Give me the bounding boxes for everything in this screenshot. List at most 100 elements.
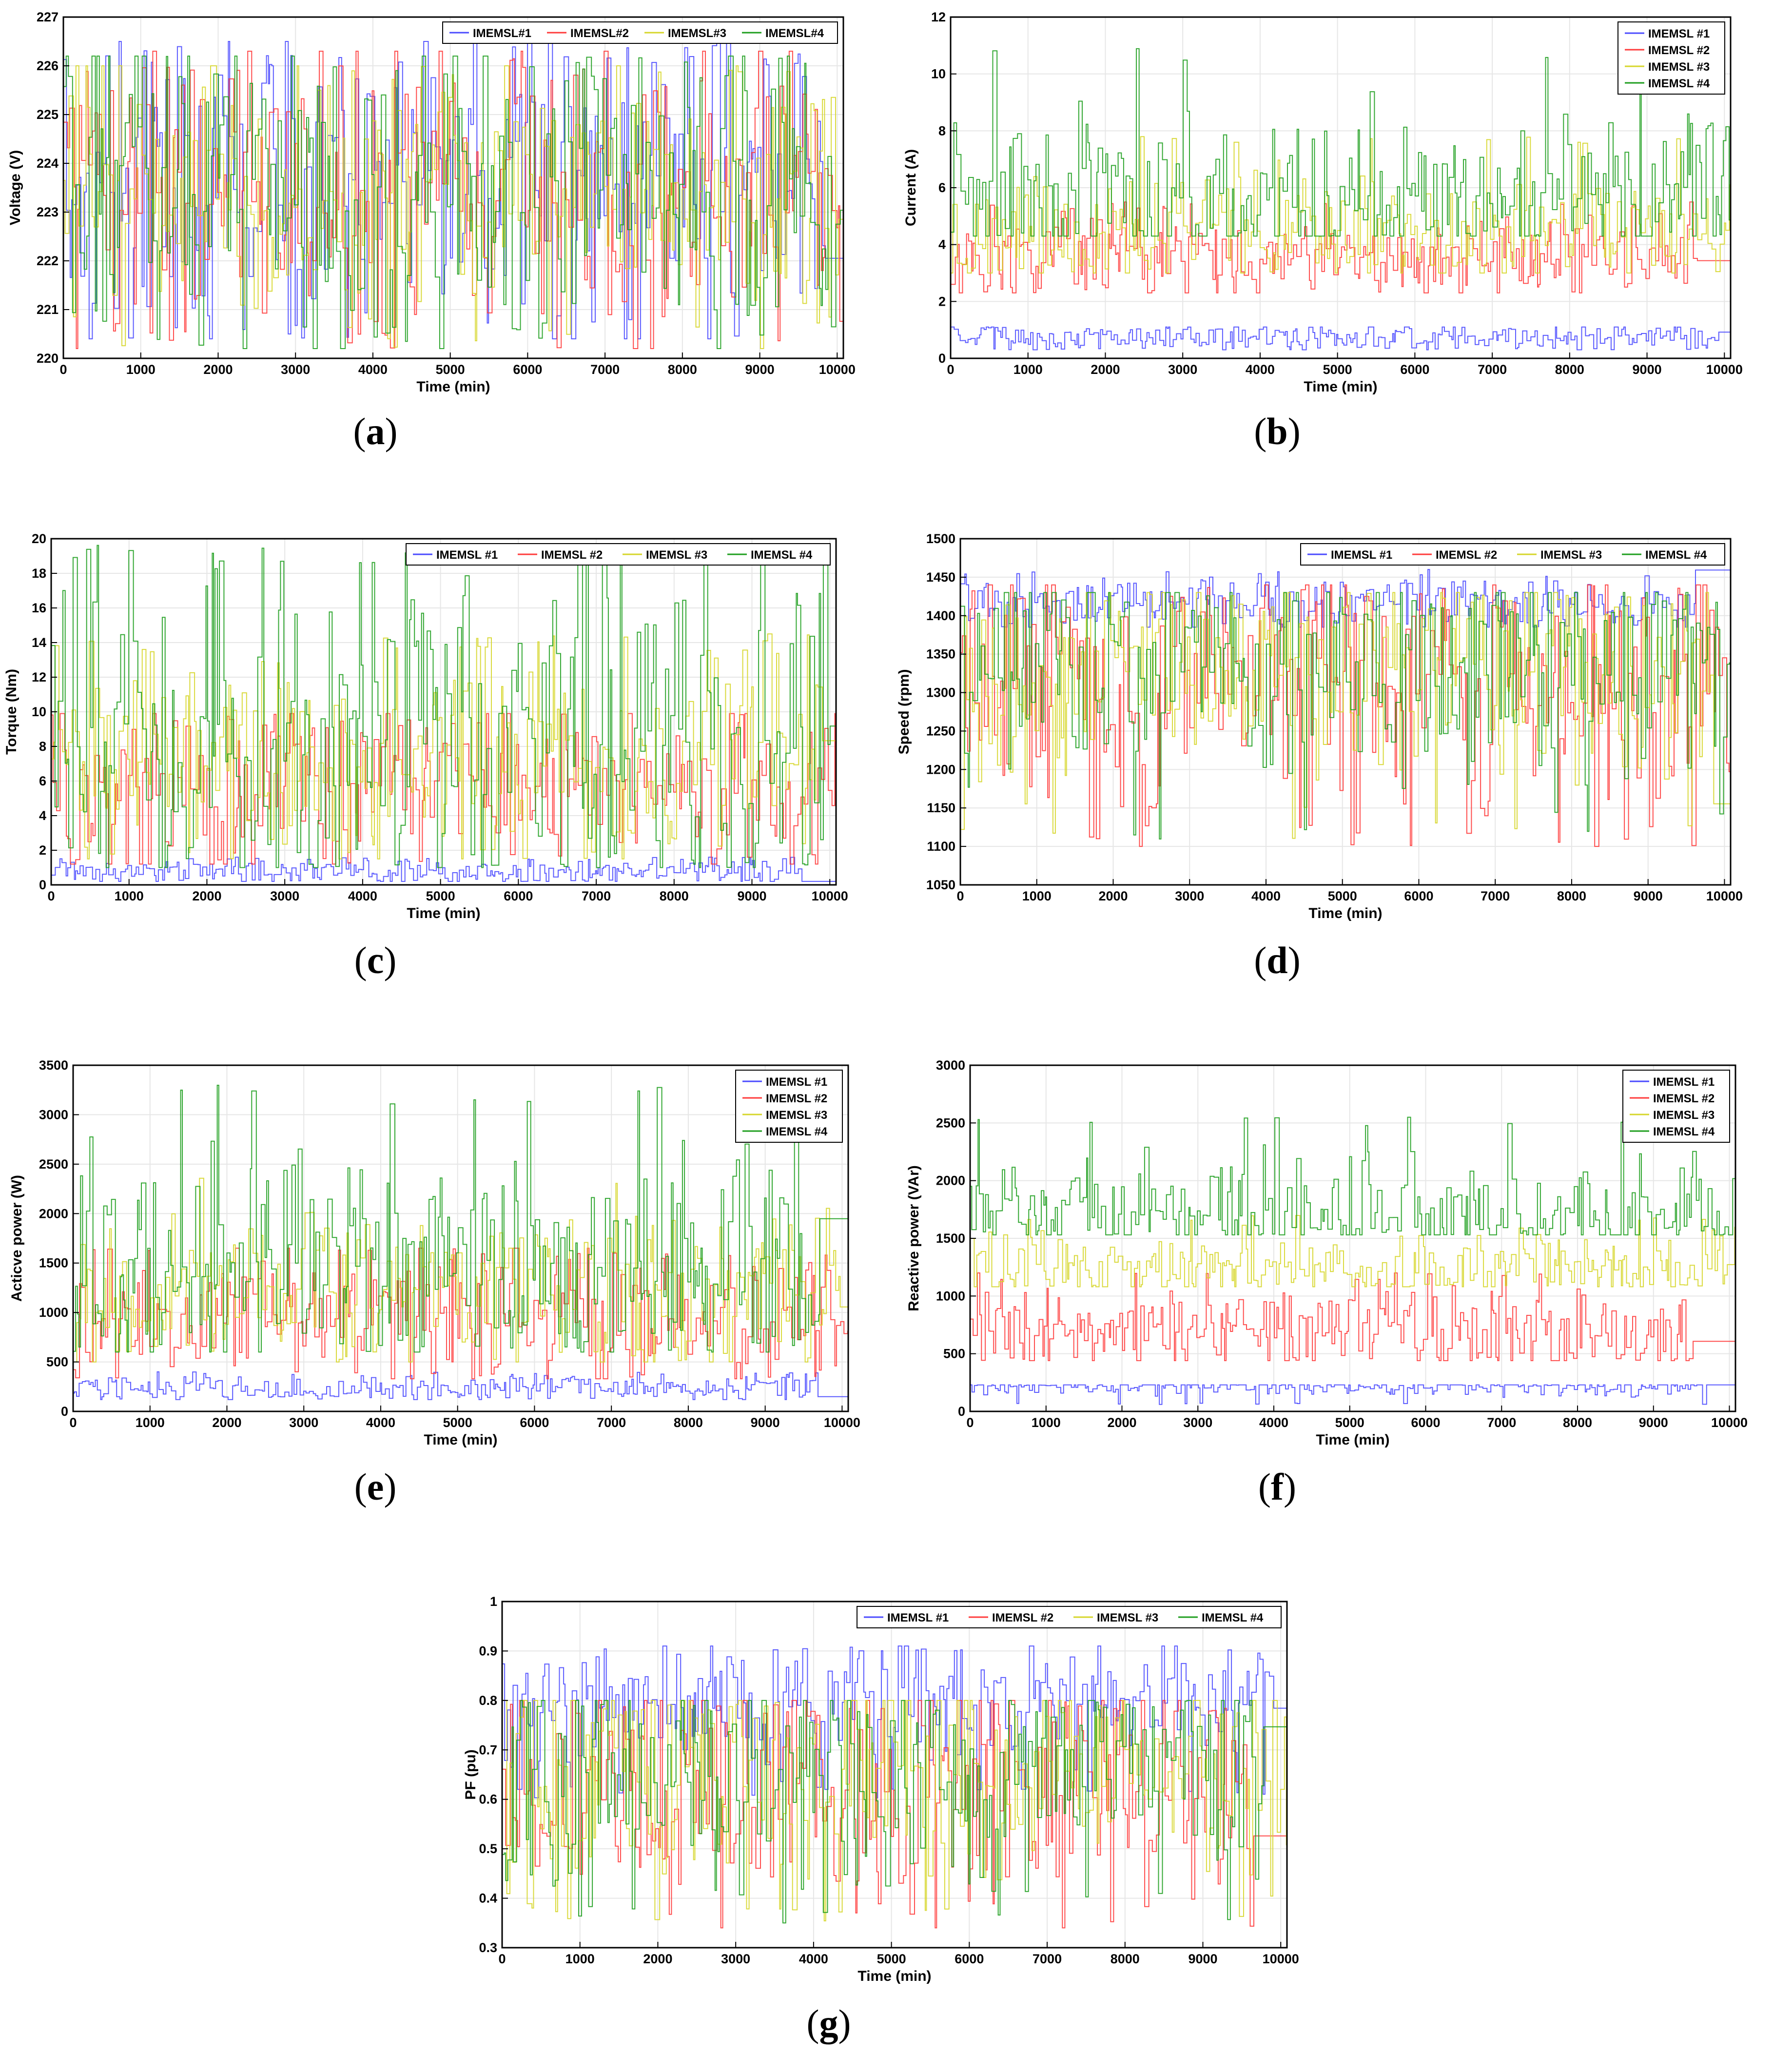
legend: IMEMSL #1 IMEMSL #2 IMEMSL #3 IMEMSL #4 [735, 1070, 843, 1143]
series-group [960, 569, 1731, 847]
y-tick-label: 0.9 [479, 1643, 497, 1658]
x-tick-label: 8000 [660, 889, 689, 903]
legend: IMEMSL #1 IMEMSL #2 IMEMSL #3 IMEMSL #4 [1300, 543, 1725, 566]
y-tick-label: 18 [32, 566, 46, 581]
x-tick-label: 1000 [1022, 889, 1052, 903]
legend-label-1: IMEMSL #1 [1331, 548, 1392, 562]
x-axis-title: Time (min) [1316, 1432, 1389, 1448]
x-tick-label: 8000 [1563, 1415, 1592, 1430]
x-tick-label: 10000 [1706, 362, 1743, 377]
legend-label-2: IMEMSL #2 [766, 1092, 827, 1105]
y-tick-label: 2 [39, 843, 46, 858]
legend-label-2: IMEMSL #2 [1436, 548, 1497, 562]
legend-label-4: IMEMSL #4 [1653, 1125, 1715, 1138]
x-tick-label: 1000 [126, 362, 156, 377]
x-tick-label: 5000 [436, 362, 465, 377]
y-tick-label: 3000 [936, 1058, 965, 1073]
y-tick-label: 2000 [39, 1206, 68, 1221]
y-tick-label: 3500 [39, 1058, 68, 1073]
y-tick-label: 500 [46, 1355, 68, 1369]
legend-box [857, 1606, 1282, 1628]
legend-label-4: IMEMSL #4 [1202, 1611, 1264, 1624]
x-tick-label: 0 [947, 362, 954, 377]
x-tick-label: 4000 [1246, 362, 1275, 377]
x-tick-label: 0 [59, 362, 67, 377]
y-tick-label: 1500 [39, 1256, 68, 1271]
y-tick-label: 4 [39, 808, 46, 823]
y-tick-label: 12 [931, 10, 946, 24]
y-tick-label: 220 [37, 351, 58, 366]
x-tick-label: 2000 [192, 889, 221, 903]
series-group [951, 48, 1731, 351]
series-line-1 [73, 1371, 848, 1400]
caption-g: (g) [806, 2002, 851, 2044]
chart-svg: 0 1000 2000 3000 4000 5000 6000 7000 8000 9000 100… [906, 1058, 1748, 1448]
legend-label-4: IMEMSL #4 [1648, 77, 1710, 90]
y-tick-label: 1500 [926, 531, 955, 546]
chart-power-factor: 0 1000 2000 3000 4000 5000 6000 7000 8000 9000 100… [453, 1594, 1302, 1984]
legend-label-3: IMEMSL#3 [668, 27, 726, 40]
y-axis-title: Acticve power (W) [9, 1175, 25, 1302]
x-tick-label: 3000 [270, 889, 299, 903]
x-tick-label: 10000 [824, 1415, 860, 1430]
y-tick-label: 1100 [927, 839, 955, 854]
series-line-2 [951, 201, 1731, 293]
legend-label-3: IMEMSL #3 [1648, 60, 1710, 74]
x-tick-label: 6000 [1411, 1415, 1440, 1430]
caption-a: (a) [353, 410, 398, 452]
y-tick-label: 1450 [926, 570, 955, 585]
chart-current: 0 1000 2000 3000 4000 5000 6000 7000 8000 9000 100… [897, 10, 1745, 395]
y-tick-label: 4 [938, 237, 946, 252]
axes-box [62, 16, 844, 359]
y-tick-label: 0 [958, 1404, 965, 1419]
x-tick-label: 3000 [289, 1415, 318, 1430]
x-axis-title: Time (min) [1308, 905, 1382, 921]
axes-box [959, 538, 1732, 886]
x-tick-label: 5000 [426, 889, 455, 903]
x-tick-label: 10000 [1263, 1952, 1299, 1966]
x-tick-label: 6000 [520, 1415, 549, 1430]
x-tick-label: 7000 [582, 889, 611, 903]
x-tick-label: 10000 [1706, 889, 1743, 903]
y-tick-label: 0 [61, 1404, 68, 1419]
x-tick-label: 5000 [1335, 1415, 1364, 1430]
chart-speed: 0 1000 2000 3000 4000 5000 6000 7000 8000 9000 100… [896, 531, 1745, 921]
chart-reactive-power: 0 1000 2000 3000 4000 5000 6000 7000 8000 9000 100… [897, 1058, 1748, 1448]
x-tick-label: 6000 [504, 889, 533, 903]
x-tick-label: 4000 [1259, 1415, 1288, 1430]
series-group [970, 1116, 1735, 1405]
series-line-3 [951, 136, 1731, 274]
series-group [51, 545, 836, 882]
y-tick-label: 0.5 [479, 1841, 497, 1856]
chart-torque: 0 1000 2000 3000 4000 5000 6000 7000 8000 9000 100… [3, 531, 858, 921]
legend: IMEMSL #1 IMEMSL #2 IMEMSL #3 IMEMSL #4 [857, 1606, 1282, 1628]
x-tick-label: 3000 [281, 362, 310, 377]
x-tick-label: 6000 [1400, 362, 1429, 377]
x-tick-label: 9000 [1639, 1415, 1668, 1430]
y-tick-label: 2500 [39, 1157, 68, 1172]
y-tick-label: 3000 [39, 1107, 68, 1122]
legend-label-3: IMEMSL #3 [646, 548, 707, 562]
y-tick-label: 1350 [926, 647, 955, 662]
x-tick-label: 2000 [203, 362, 233, 377]
x-tick-label: 10000 [819, 362, 856, 377]
x-tick-label: 0 [956, 889, 964, 903]
legend-label-3: IMEMSL #3 [766, 1109, 827, 1122]
x-tick-label: 0 [498, 1952, 506, 1966]
y-tick-label: 0.4 [479, 1891, 497, 1906]
y-tick-label: 1000 [936, 1289, 965, 1303]
y-tick-label: 16 [32, 601, 46, 615]
caption-b: (b) [1254, 410, 1301, 452]
series-line-4 [73, 1085, 848, 1353]
x-tick-label: 9000 [737, 889, 766, 903]
x-tick-label: 8000 [674, 1415, 703, 1430]
legend-label-3: IMEMSL #3 [1097, 1611, 1158, 1624]
series-line-2 [73, 1248, 848, 1380]
legend-label-1: IMEMSL #1 [1653, 1075, 1715, 1089]
x-tick-label: 0 [47, 889, 55, 903]
series-line-4 [502, 1700, 1287, 1924]
x-tick-label: 7000 [590, 362, 620, 377]
x-tick-label: 1000 [136, 1415, 165, 1430]
series-line-1 [502, 1645, 1287, 1798]
chart-voltage: 0 1000 2000 3000 4000 5000 6000 7000 8000 9000 100… [7, 10, 858, 395]
